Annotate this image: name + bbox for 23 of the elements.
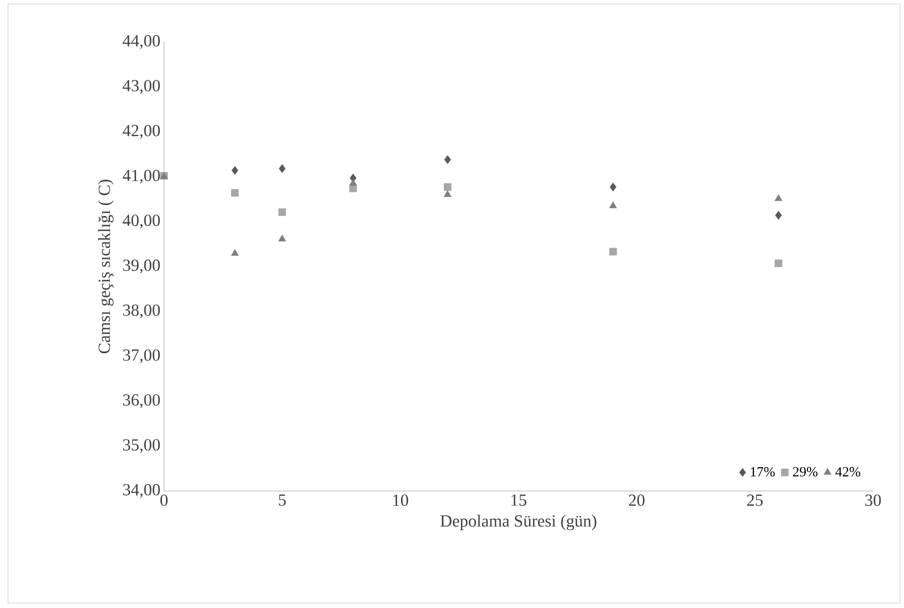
legend-label: 42% (835, 467, 860, 477)
y-tick-label: 38,00 (123, 304, 160, 318)
y-axis-title: Camsı geçiş sıcaklığı ( C) (98, 180, 114, 354)
y-tick-label: 39,00 (123, 260, 160, 274)
x-axis-title: Depolama Süresi (gün) (440, 514, 596, 530)
x-tick-label: 5 (278, 494, 286, 506)
y-tick-label: 43,00 (122, 80, 160, 94)
x-tick-label: 30 (865, 494, 881, 506)
x-tick-label: 10 (393, 494, 408, 506)
legend-label: 29% (793, 467, 818, 477)
y-tick-label: 40,00 (122, 214, 160, 229)
y-tick-label: 44,00 (122, 35, 160, 49)
x-tick-label: 0 (160, 494, 168, 506)
y-tick-label: 42,00 (122, 124, 160, 139)
legend-label: 17% (750, 467, 775, 477)
x-tick-label: 20 (628, 494, 645, 506)
x-tick-label: 25 (747, 494, 763, 506)
y-tick-label: 35,00 (123, 439, 160, 454)
x-tick-label: 15 (512, 494, 526, 506)
y-tick-label: 41,00 (122, 170, 160, 184)
y-tick-label: 36,00 (123, 394, 160, 408)
y-tick-label: 34,00 (123, 484, 160, 498)
y-tick-label: 37,00 (123, 349, 160, 364)
